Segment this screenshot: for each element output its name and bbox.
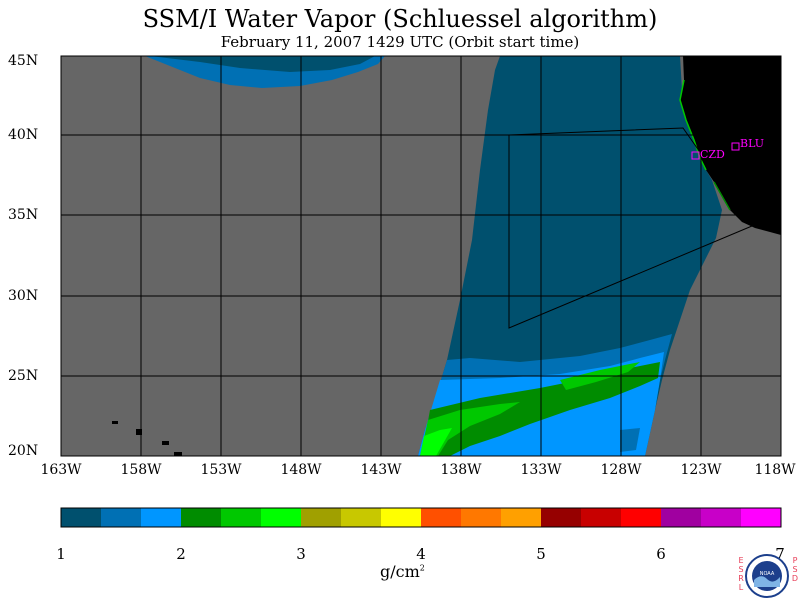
colorbar-swatch — [621, 508, 662, 527]
station-blu-label: BLU — [740, 137, 764, 150]
land-mass — [680, 56, 781, 235]
colorbar — [61, 508, 782, 527]
colorbar-units: g/cm2 — [380, 562, 425, 581]
lon-label-128w: 128W — [600, 462, 642, 478]
colorbar-swatch — [421, 508, 462, 527]
colorbar-tick-2: 2 — [176, 545, 186, 563]
colorbar-tick-5: 5 — [536, 545, 546, 563]
logo-center-text: NOAA — [760, 571, 775, 577]
map-title: SSM/I Water Vapor (Schluessel algorithm) — [142, 5, 658, 33]
lat-label-20n: 20N — [8, 443, 39, 459]
colorbar-tick-7: 7 — [775, 545, 785, 563]
station-czd-label: CZD — [700, 148, 725, 161]
lon-label-143w: 143W — [360, 462, 402, 478]
lon-grid — [140, 56, 702, 456]
colorbar-swatch — [141, 508, 182, 527]
lon-label-163w: 163W — [40, 462, 82, 478]
colorbar-swatch — [501, 508, 542, 527]
colorbar-swatch — [61, 508, 102, 527]
lat-label-45n: 45N — [8, 53, 39, 69]
colorbar-swatch — [261, 508, 302, 527]
lon-label-138w: 138W — [440, 462, 482, 478]
colorbar-swatch — [581, 508, 622, 527]
station-blu-marker — [731, 142, 740, 151]
map-subtitle: February 11, 2007 1429 UTC (Orbit start … — [220, 33, 580, 51]
colorbar-swatch — [221, 508, 262, 527]
colorbar-swatch — [461, 508, 502, 527]
colorbar-swatch — [661, 508, 702, 527]
colorbar-swatch — [101, 508, 142, 527]
lon-label-148w: 148W — [280, 462, 322, 478]
region-outline — [508, 127, 753, 329]
station-czd-marker — [691, 151, 700, 160]
lat-label-25n: 25N — [8, 368, 39, 384]
lat-label-30n: 30N — [8, 288, 39, 304]
lat-label-40n: 40N — [8, 127, 39, 143]
colorbar-swatch — [381, 508, 422, 527]
lon-label-133w: 133W — [520, 462, 562, 478]
lon-label-158w: 158W — [120, 462, 162, 478]
lat-label-35n: 35N — [8, 207, 39, 223]
colorbar-swatch — [181, 508, 222, 527]
colorbar-swatch — [741, 508, 782, 527]
lon-label-153w: 153W — [200, 462, 242, 478]
noaa-logo: NOAA — [745, 554, 789, 598]
lon-label-118w: 118W — [754, 462, 796, 478]
lat-grid — [61, 134, 781, 377]
colorbar-tick-3: 3 — [296, 545, 306, 563]
units-base: g/cm — [380, 562, 420, 581]
units-exponent: 2 — [419, 563, 425, 573]
colorbar-swatch — [701, 508, 742, 527]
lon-label-123w: 123W — [680, 462, 722, 478]
colorbar-tick-6: 6 — [656, 545, 666, 563]
colorbar-tick-4: 4 — [416, 545, 426, 563]
colorbar-tick-1: 1 — [56, 545, 66, 563]
colorbar-swatch — [301, 508, 342, 527]
colorbar-swatch — [341, 508, 382, 527]
colorbar-swatch — [541, 508, 582, 527]
